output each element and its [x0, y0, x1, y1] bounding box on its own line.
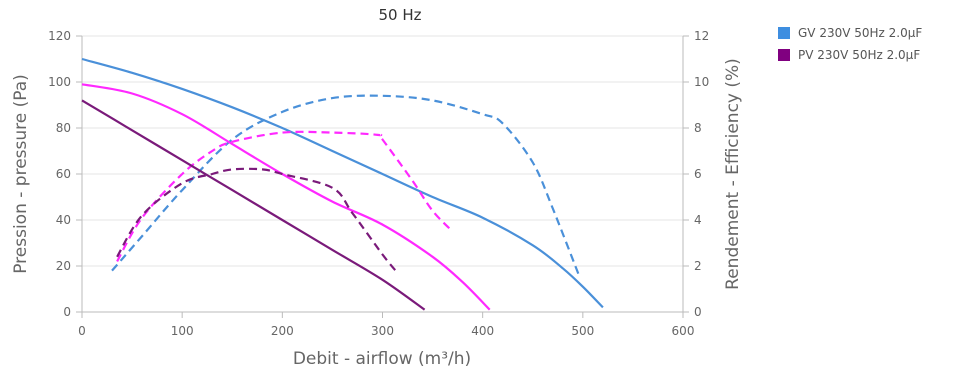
x-tick-label: 300	[371, 324, 394, 338]
series-lines	[81, 57, 604, 311]
y2-tick-label: 0	[694, 305, 702, 319]
y-tick-label: 100	[48, 75, 71, 89]
y2-tick-label: 10	[694, 75, 709, 89]
y-tick-label: 20	[56, 259, 71, 273]
efficiency-curve-1	[111, 94, 581, 278]
y2-axis-title: Rendement - Efficiency (%)	[723, 58, 743, 290]
legend-swatch-gv	[778, 27, 790, 39]
legend: GV 230V 50Hz 2.0µF PV 230V 50Hz 2.0µF	[778, 22, 922, 66]
axes	[76, 35, 689, 318]
y-tick-label: 120	[48, 29, 71, 43]
legend-label-gv: GV 230V 50Hz 2.0µF	[798, 26, 923, 40]
x-tick-label: 0	[78, 324, 86, 338]
y-tick-label: 80	[56, 121, 71, 135]
y-tick-label: 40	[56, 213, 71, 227]
x-tick-label: 600	[672, 324, 695, 338]
x-tick-label: 200	[271, 324, 294, 338]
efficiency-curve-3	[116, 130, 454, 262]
pressure-curve-2	[81, 83, 491, 311]
grid-lines	[82, 35, 683, 267]
legend-label-pv: PV 230V 50Hz 2.0µF	[798, 48, 921, 62]
legend-swatch-pv	[778, 49, 790, 61]
x-tick-label: 500	[571, 324, 594, 338]
y2-tick-label: 6	[694, 167, 702, 181]
pressure-curve-0	[81, 57, 604, 309]
y2-tick-label: 2	[694, 259, 702, 273]
x-tick-label: 400	[471, 324, 494, 338]
legend-item-pv[interactable]: PV 230V 50Hz 2.0µF	[778, 44, 922, 66]
x-tick-label: 100	[171, 324, 194, 338]
y-axis-title: Pression - pressure (Pa)	[11, 74, 31, 274]
chart-title: 50 Hz	[378, 6, 421, 24]
y2-tick-label: 12	[694, 29, 709, 43]
y2-tick-label: 4	[694, 213, 702, 227]
legend-item-gv[interactable]: GV 230V 50Hz 2.0µF	[778, 22, 922, 44]
y-tick-label: 0	[63, 305, 71, 319]
pressure-curve-4	[81, 99, 426, 311]
y-tick-label: 60	[56, 167, 71, 181]
x-axis-title: Debit - airflow (m³/h)	[293, 349, 471, 369]
y2-tick-label: 8	[694, 121, 702, 135]
efficiency-curve-5	[116, 167, 399, 274]
